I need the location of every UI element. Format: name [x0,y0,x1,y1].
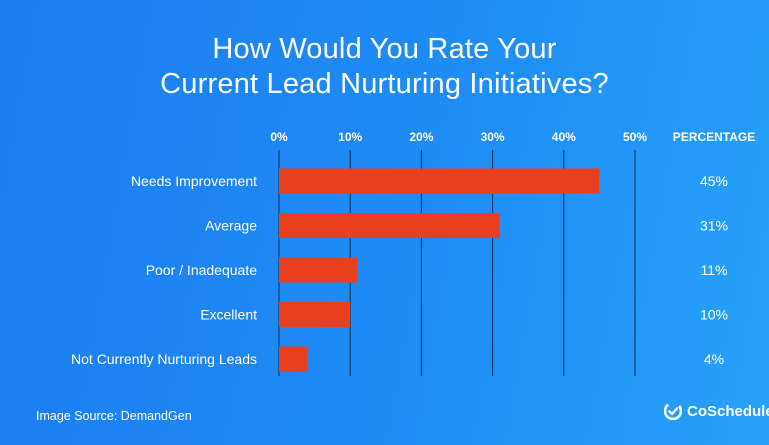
coschedule-brand: CoSchedule [664,402,769,420]
coschedule-logo-icon [664,402,682,420]
chart-title-line-1: How Would You Rate Your [212,33,557,65]
bar [279,302,351,327]
percentage-column-header: PERCENTAGE [673,130,755,144]
chart-title: How Would You Rate Your Current Lead Nur… [0,32,769,102]
tick-label: 50% [623,130,647,144]
tick-label: 10% [338,130,362,144]
bar [279,346,308,372]
category-label: Poor / Inadequate [146,262,258,278]
image-source: Image Source: DemandGen [36,409,192,423]
value-label: 11% [701,262,728,278]
value-label: 10% [700,307,728,323]
bar [279,168,600,194]
category-label: Average [205,218,257,234]
tick-label: 20% [409,130,433,144]
category-label: Not Currently Nurturing Leads [71,351,257,367]
category-labels: Needs Improvement Average Poor / Inadequat… [71,173,257,367]
bar [279,257,358,283]
bars [279,168,600,372]
tick-labels: 0% 10% 20% 30% 40% 50% [270,130,647,144]
brand-name: CoSchedule [687,402,769,420]
value-label: 31% [700,218,728,234]
value-label: 45% [700,173,728,189]
tick-label: 30% [481,130,505,144]
category-label: Excellent [200,307,257,323]
tick-label: 0% [270,130,288,144]
chart-title-line-2: Current Lead Nurturing Initiatives? [160,68,609,100]
value-labels: 45% 31% 11% 10% 4% [700,173,728,367]
bar [279,213,500,238]
tick-label: 40% [552,130,576,144]
category-label: Needs Improvement [131,173,257,189]
value-label: 4% [704,351,724,367]
